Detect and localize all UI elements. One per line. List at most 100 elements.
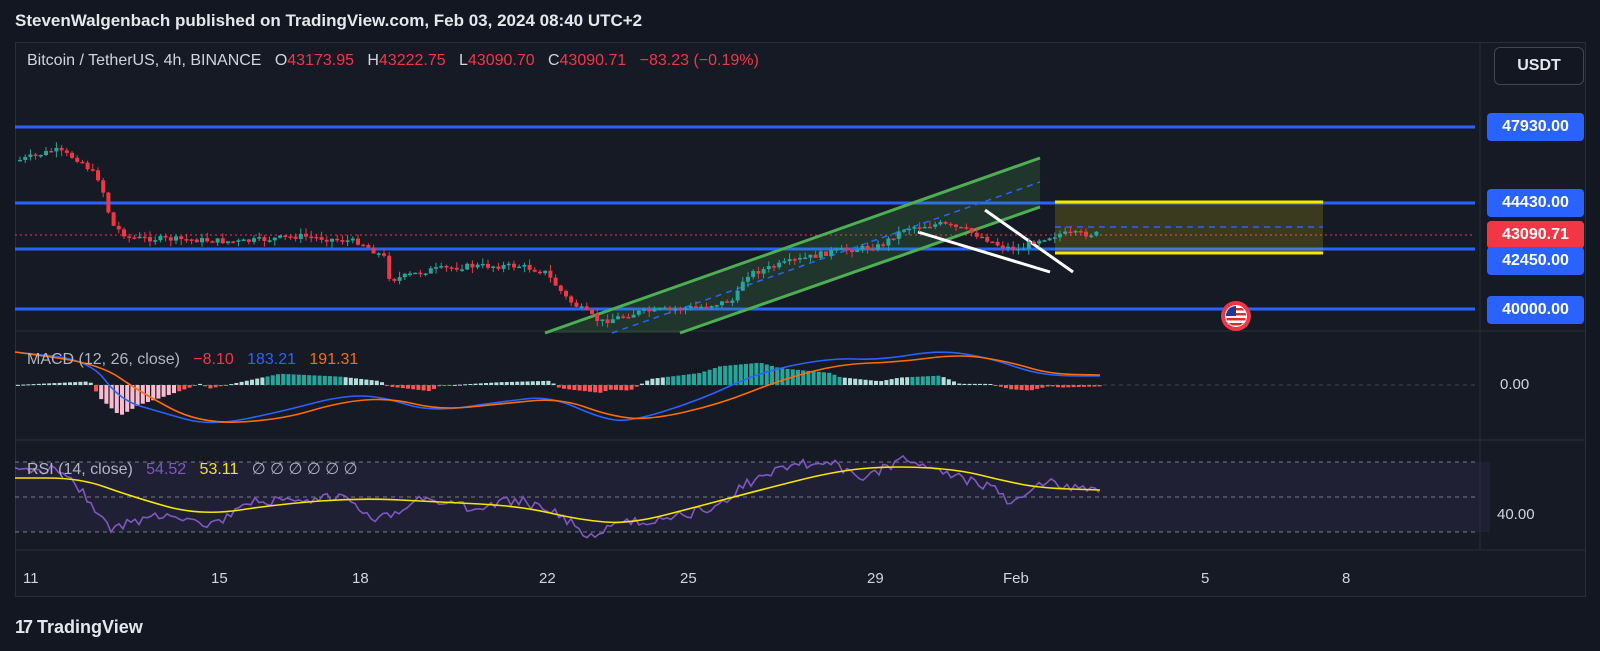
candle-body (475, 264, 480, 268)
price-tag-44430[interactable]: 44430.00 (1487, 189, 1584, 217)
candle-body (116, 225, 121, 230)
macd-bar (1082, 385, 1086, 387)
price-tag-last[interactable]: 43090.71 (1487, 221, 1584, 249)
candle-body (340, 240, 345, 242)
macd-bar (671, 376, 676, 385)
macd-bar (229, 384, 234, 386)
candle-body (246, 239, 251, 242)
symbol-legend[interactable]: Bitcoin / TetherUS, 4h, BINANCE O43173.9… (27, 52, 759, 70)
candle-body (1026, 241, 1031, 249)
candle-body (413, 272, 418, 275)
macd-bar (494, 382, 499, 385)
candle-body (18, 159, 22, 162)
candlesticks[interactable] (18, 142, 1099, 328)
macd-bar (712, 368, 717, 385)
macd-bar (224, 385, 228, 386)
rsi-label[interactable]: RSI (14, close) (27, 461, 133, 478)
macd-bar (577, 385, 582, 391)
candle-body (1011, 246, 1016, 251)
macd-bar (660, 377, 665, 385)
us-flag-icon[interactable] (1220, 300, 1252, 332)
macd-bar (36, 383, 41, 385)
macd-bar (239, 381, 244, 385)
candle-body (735, 290, 740, 301)
candle-body (501, 265, 506, 269)
candle-body (70, 152, 74, 158)
candle-body (813, 254, 818, 258)
macd-bar (26, 384, 31, 386)
candle-body (392, 278, 397, 281)
macd-bar (411, 385, 416, 390)
candle-body (278, 235, 282, 238)
candle-body (985, 236, 990, 242)
candle-body (1042, 240, 1047, 242)
macd-bar (567, 385, 572, 390)
candle-body (96, 170, 100, 181)
macd-bar (406, 385, 410, 389)
wedge-lower-line[interactable] (917, 230, 1051, 274)
macd-bar (666, 376, 670, 385)
macd-legend[interactable]: MACD (12, 26, close) −8.10 183.21 191.31 (27, 351, 358, 369)
candle-body (49, 150, 54, 153)
candle-body (366, 245, 371, 248)
candle-body (1094, 231, 1099, 236)
candle-body (200, 238, 204, 243)
macd-bar (88, 382, 93, 385)
candle-body (428, 268, 433, 274)
macd-label[interactable]: MACD (12, 26, close) (27, 351, 180, 368)
candle-body (647, 309, 652, 312)
candle-body (740, 281, 745, 291)
macd-bar (645, 380, 650, 385)
candle-body (969, 228, 974, 233)
candle-body (548, 270, 553, 278)
tradingview-brand[interactable]: 17 TradingView (15, 617, 143, 638)
candle-body (226, 241, 230, 244)
macd-bar (598, 385, 603, 393)
candle-body (418, 272, 423, 275)
candle-body (423, 273, 428, 276)
rsi-legend[interactable]: RSI (14, close) 54.52 53.11 ∅ ∅ ∅ ∅ ∅ ∅ (27, 459, 358, 479)
macd-bar (73, 382, 78, 385)
macd-bar (270, 375, 275, 385)
macd-bar (520, 381, 525, 385)
currency-button[interactable]: USDT (1494, 47, 1584, 85)
macd-bar (842, 377, 847, 385)
candle-body (922, 226, 927, 229)
candle-body (163, 236, 168, 238)
candle-body (252, 238, 256, 242)
channel-lower-line[interactable] (679, 205, 1041, 335)
candle-body (220, 238, 225, 244)
candle-body (33, 154, 38, 156)
macd-bar (260, 377, 265, 385)
macd-line-value: 183.21 (247, 351, 297, 368)
candle-body (730, 300, 735, 303)
candle-body (792, 259, 797, 261)
macd-bar (785, 368, 790, 385)
candle-body (444, 266, 449, 268)
price-tag-42450[interactable]: 42450.00 (1487, 247, 1584, 275)
macd-bar (57, 382, 62, 385)
price-tag-40000[interactable]: 40000.00 (1487, 296, 1584, 324)
macd-bar (333, 376, 338, 385)
macd-bar (109, 385, 114, 409)
price-tag-47930[interactable]: 47930.00 (1487, 113, 1584, 141)
macd-bar (858, 379, 863, 385)
candle-body (683, 307, 688, 310)
symbol-name[interactable]: Bitcoin / TetherUS, 4h, BINANCE (27, 52, 262, 69)
macd-bar (863, 379, 868, 385)
macd-bar (556, 385, 561, 388)
candle-body (995, 241, 1000, 246)
macd-bar (905, 377, 910, 385)
candle-body (179, 236, 184, 240)
channel-upper-line[interactable] (544, 156, 1041, 335)
macd-bar (499, 382, 504, 385)
candle-body (376, 253, 381, 255)
macd-bar (681, 374, 686, 385)
macd-bar (816, 371, 821, 385)
time-label-22: 22 (539, 570, 556, 587)
macd-bar (733, 364, 738, 385)
macd-bar (650, 378, 655, 385)
candle-body (808, 254, 813, 258)
macd-bar (562, 385, 566, 389)
